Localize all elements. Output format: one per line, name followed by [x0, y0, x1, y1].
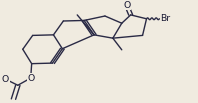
Text: O: O: [123, 1, 130, 10]
Text: O: O: [27, 74, 34, 83]
Text: O: O: [2, 75, 9, 84]
Text: Br: Br: [160, 14, 170, 23]
